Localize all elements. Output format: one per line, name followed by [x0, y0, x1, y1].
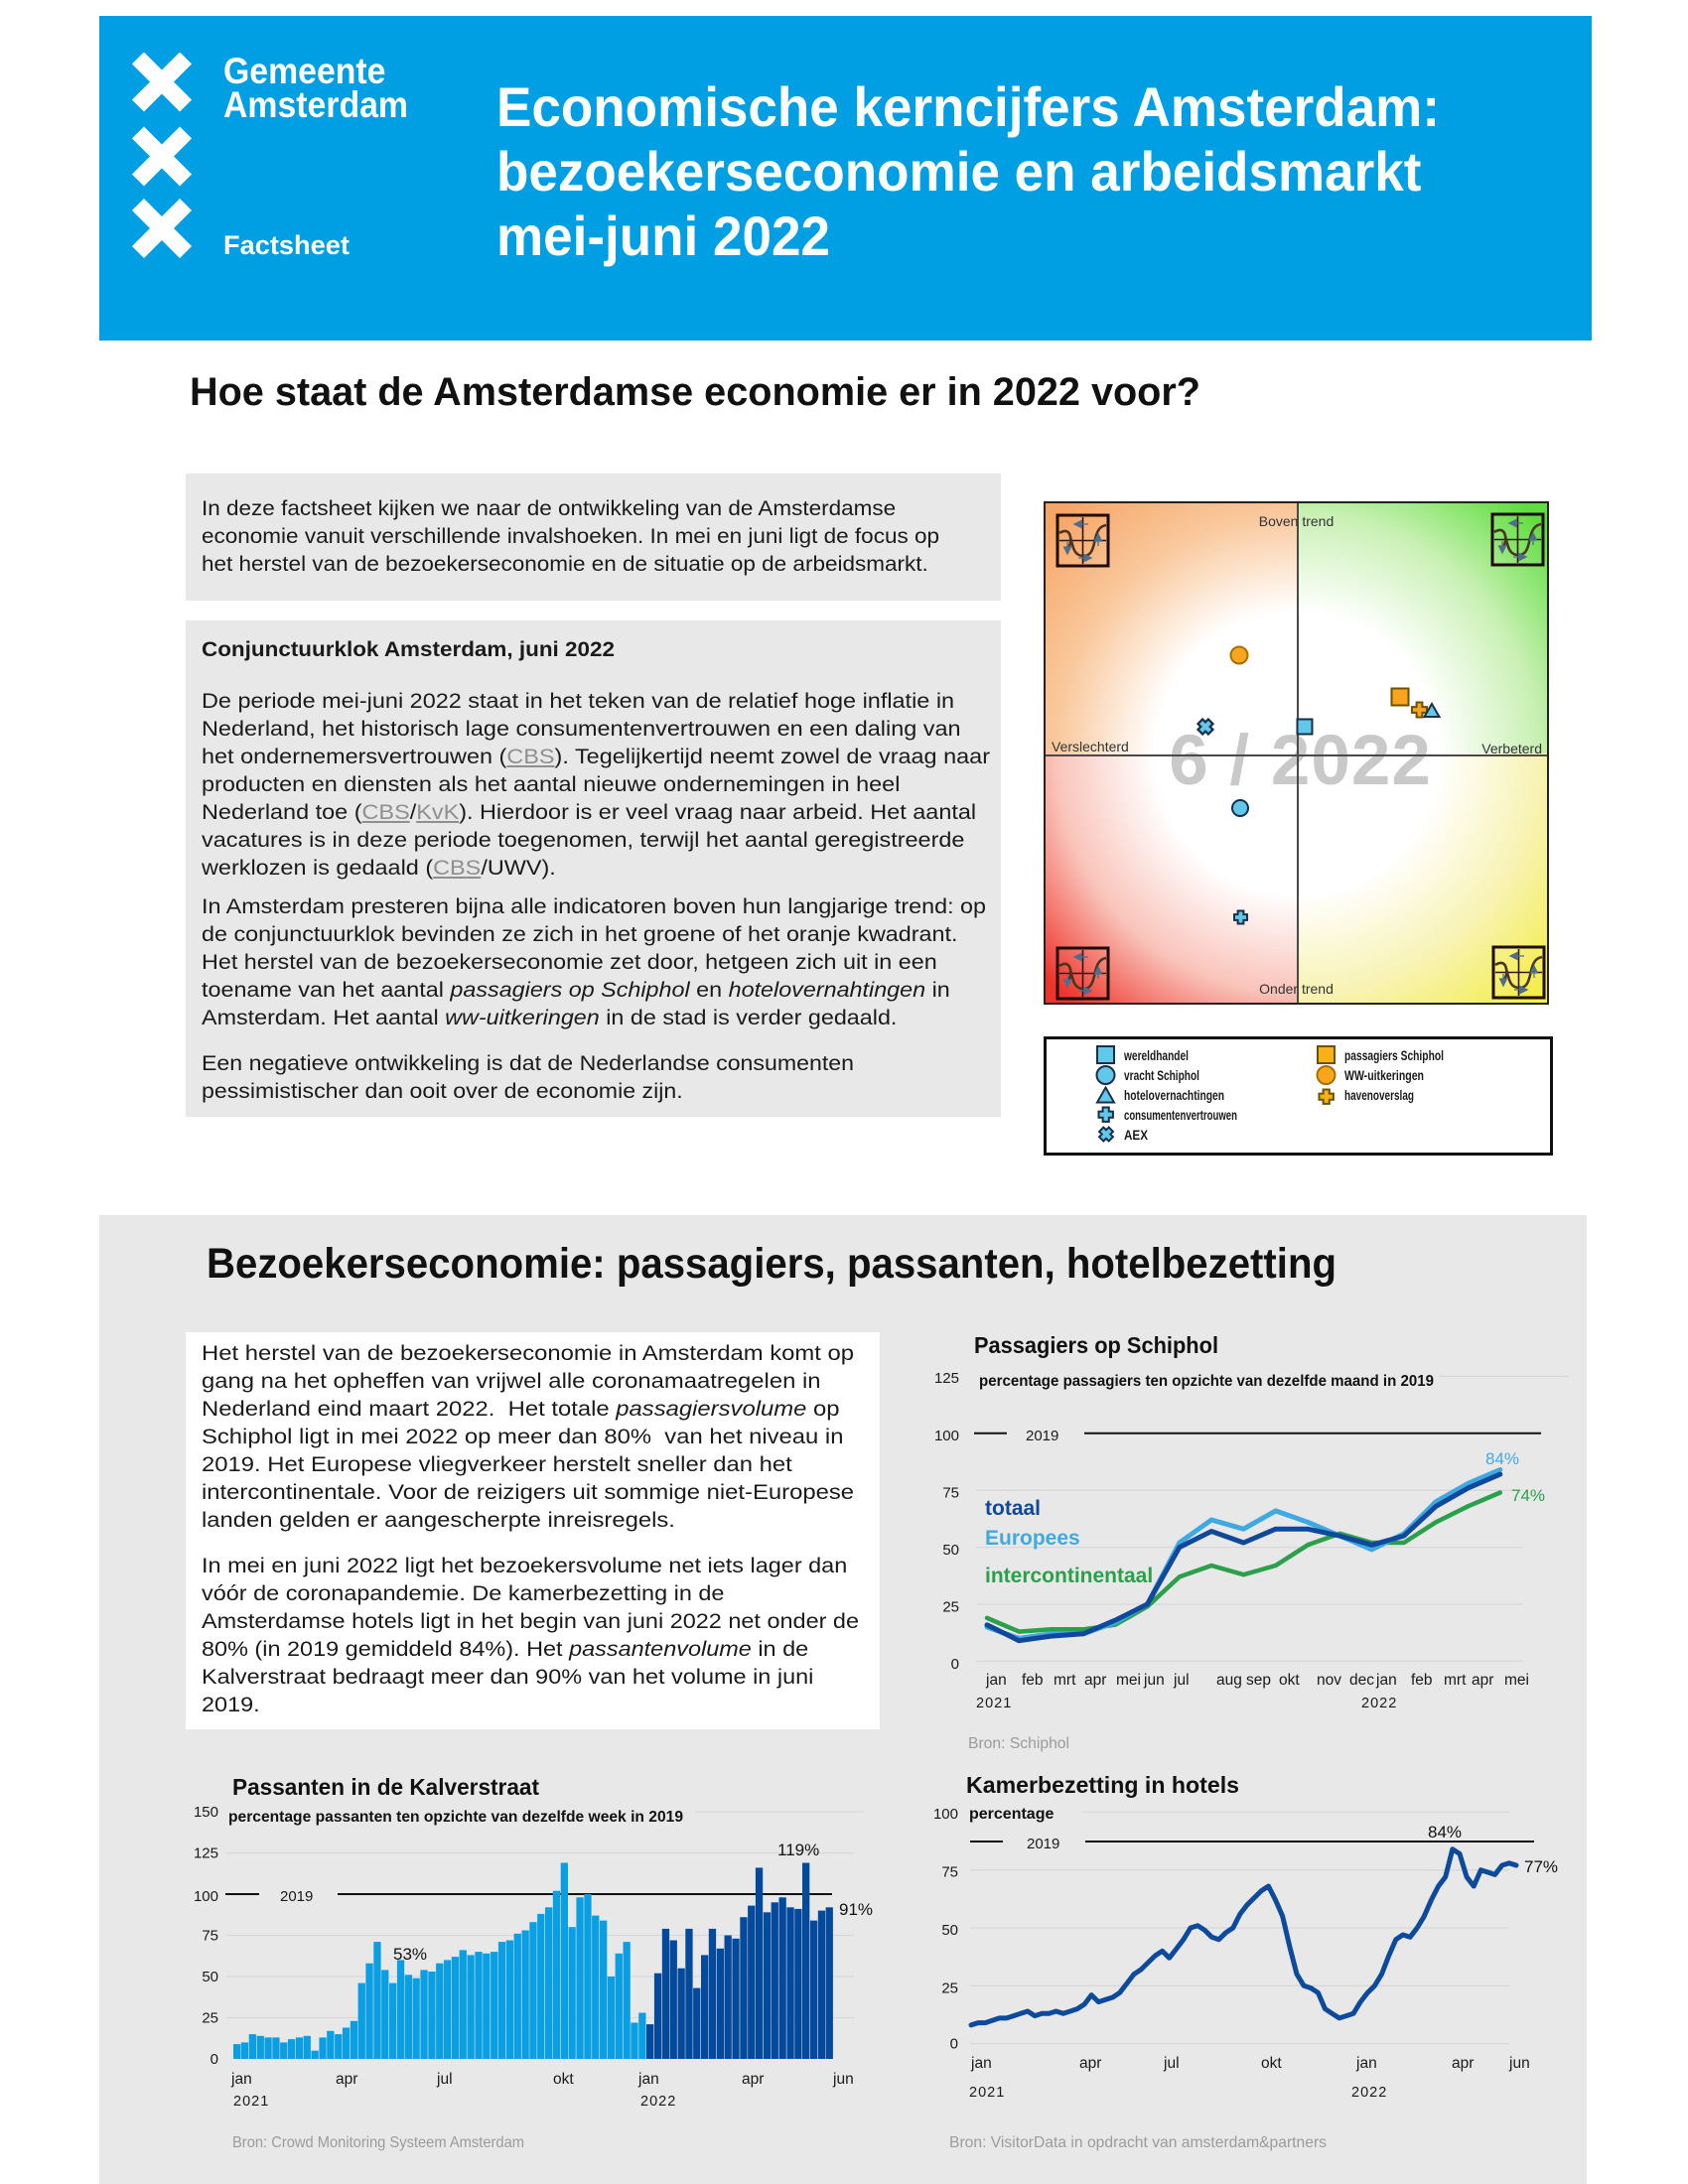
svg-text:53%: 53% [393, 1945, 427, 1964]
svg-text:jan: jan [985, 1672, 1007, 1689]
svg-text:jul: jul [1173, 1672, 1190, 1689]
svg-text:vracht Schiphol: vracht Schiphol [1124, 1067, 1199, 1083]
svg-text:sep: sep [1246, 1672, 1271, 1689]
svg-text:apr: apr [1084, 1672, 1106, 1689]
svg-text:Bron: VisitorData in opdracht: Bron: VisitorData in opdracht van amster… [949, 2134, 1327, 2151]
svg-text:2019: 2019 [1026, 1428, 1058, 1444]
svg-text:2019: 2019 [1027, 1836, 1059, 1852]
svg-text:50: 50 [202, 1969, 218, 1985]
svg-text:intercontinentaal: intercontinentaal [985, 1565, 1153, 1587]
svg-text:hotelovernachtingen: hotelovernachtingen [1124, 1087, 1224, 1103]
svg-text:0: 0 [951, 1656, 959, 1673]
svg-text:2022: 2022 [1361, 1696, 1397, 1711]
svg-text:jan: jan [230, 2071, 252, 2088]
svg-text:apr: apr [1079, 2055, 1101, 2072]
svg-text:25: 25 [202, 2010, 218, 2027]
svg-text:84%: 84% [1485, 1449, 1519, 1468]
svg-text:2021: 2021 [976, 1696, 1012, 1711]
svg-text:jan: jan [970, 2055, 992, 2072]
svg-text:okt: okt [1261, 2055, 1282, 2072]
svg-text:125: 125 [194, 1845, 218, 1862]
svg-text:Passanten in de Kalverstraat: Passanten in de Kalverstraat [232, 1774, 539, 1800]
svg-text:50: 50 [942, 1542, 959, 1559]
svg-text:150: 150 [194, 1804, 218, 1821]
svg-text:Europees: Europees [985, 1527, 1080, 1550]
svg-text:75: 75 [202, 1928, 218, 1945]
svg-text:125: 125 [934, 1370, 959, 1387]
svg-text:percentage passagiers ten opzi: percentage passagiers ten opzichte van d… [979, 1373, 1434, 1390]
svg-text:aug: aug [1216, 1672, 1242, 1689]
svg-text:jan: jan [1375, 1672, 1397, 1689]
svg-text:jul: jul [436, 2071, 453, 2088]
svg-text:50: 50 [941, 1922, 958, 1939]
svg-text:2022: 2022 [640, 2094, 676, 2110]
svg-text:jan: jan [637, 2071, 659, 2088]
svg-text:2021: 2021 [969, 2085, 1005, 2101]
svg-text:jul: jul [1163, 2055, 1180, 2072]
svg-text:okt: okt [1279, 1672, 1300, 1689]
svg-text:2021: 2021 [233, 2094, 269, 2110]
svg-text:consumentenvertrouwen: consumentenvertrouwen [1124, 1107, 1237, 1123]
svg-text:25: 25 [941, 1979, 958, 1996]
svg-text:75: 75 [942, 1485, 959, 1502]
svg-text:nov: nov [1317, 1672, 1341, 1689]
svg-text:77%: 77% [1524, 1857, 1558, 1876]
svg-text:74%: 74% [1511, 1486, 1545, 1505]
svg-text:totaal: totaal [985, 1497, 1041, 1520]
svg-text:jun: jun [1508, 2055, 1530, 2072]
svg-text:2022: 2022 [1351, 2085, 1387, 2101]
svg-text:119%: 119% [777, 1841, 819, 1859]
svg-text:apr: apr [1472, 1672, 1493, 1689]
svg-text:Bron: Crowd Monitoring Systeem: Bron: Crowd Monitoring Systeem Amsterdam [232, 2134, 524, 2151]
svg-text:mei: mei [1116, 1672, 1141, 1689]
svg-text:0: 0 [950, 2036, 958, 2053]
svg-text:wereldhandel: wereldhandel [1123, 1047, 1189, 1063]
svg-text:2019: 2019 [280, 1888, 313, 1905]
svg-text:okt: okt [553, 2071, 574, 2088]
svg-text:percentage: percentage [969, 1806, 1054, 1823]
svg-text:Bron: Schiphol: Bron: Schiphol [968, 1735, 1069, 1752]
svg-text:feb: feb [1022, 1672, 1044, 1689]
svg-text:havenoverslag: havenoverslag [1344, 1087, 1414, 1103]
svg-text:passagiers Schiphol: passagiers Schiphol [1344, 1047, 1444, 1063]
svg-text:100: 100 [934, 1428, 959, 1444]
svg-text:mrt: mrt [1444, 1672, 1467, 1689]
svg-text:mrt: mrt [1054, 1672, 1076, 1689]
svg-text:apr: apr [742, 2071, 764, 2088]
svg-text:feb: feb [1411, 1672, 1433, 1689]
svg-text:AEX: AEX [1124, 1127, 1149, 1143]
svg-text:25: 25 [942, 1598, 959, 1615]
svg-text:WW-uitkeringen: WW-uitkeringen [1344, 1067, 1424, 1083]
svg-text:dec: dec [1349, 1672, 1374, 1689]
svg-text:91%: 91% [839, 1900, 873, 1919]
svg-text:apr: apr [336, 2071, 357, 2088]
svg-text:jun: jun [1143, 1672, 1165, 1689]
svg-text:mei: mei [1504, 1672, 1529, 1689]
svg-text:75: 75 [941, 1864, 958, 1881]
svg-text:Passagiers op Schiphol: Passagiers op Schiphol [974, 1332, 1218, 1358]
svg-text:apr: apr [1452, 2055, 1474, 2072]
svg-text:jun: jun [832, 2071, 854, 2088]
svg-text:percentage passanten ten opzic: percentage passanten ten opzichte van de… [228, 1809, 683, 1826]
svg-text:jan: jan [1355, 2055, 1377, 2072]
svg-text:Kamerbezetting in hotels: Kamerbezetting in hotels [966, 1772, 1239, 1798]
svg-text:100: 100 [194, 1888, 218, 1905]
svg-text:100: 100 [933, 1806, 958, 1823]
svg-text:0: 0 [211, 2051, 218, 2068]
svg-text:84%: 84% [1428, 1823, 1462, 1842]
